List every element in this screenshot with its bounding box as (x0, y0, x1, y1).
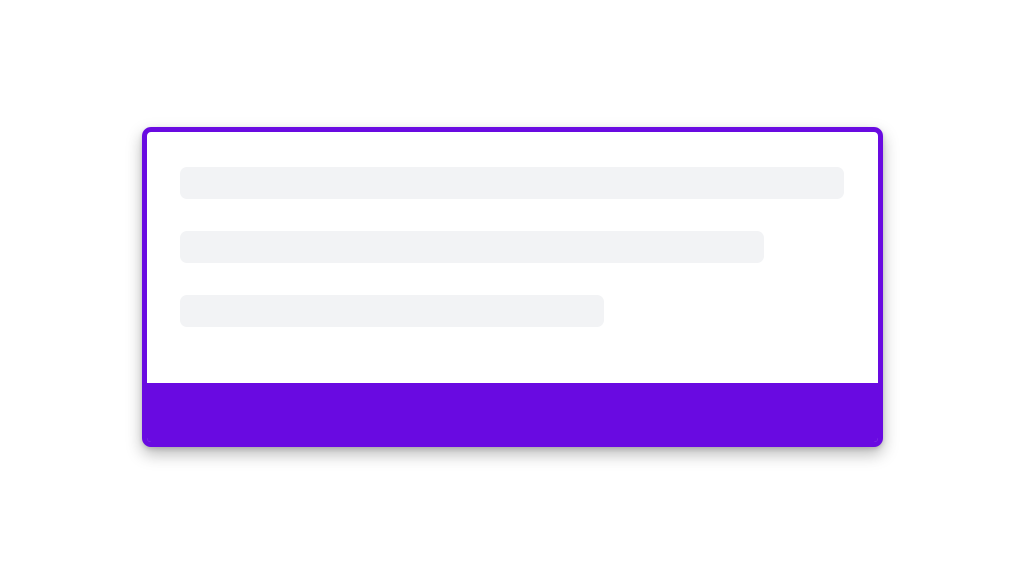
dialog-footer-bar (147, 383, 878, 442)
dialog-card (142, 127, 883, 447)
skeleton-line-1 (180, 167, 844, 199)
skeleton-line-2 (180, 231, 764, 263)
skeleton-line-3 (180, 295, 604, 327)
dialog-body (147, 132, 878, 383)
